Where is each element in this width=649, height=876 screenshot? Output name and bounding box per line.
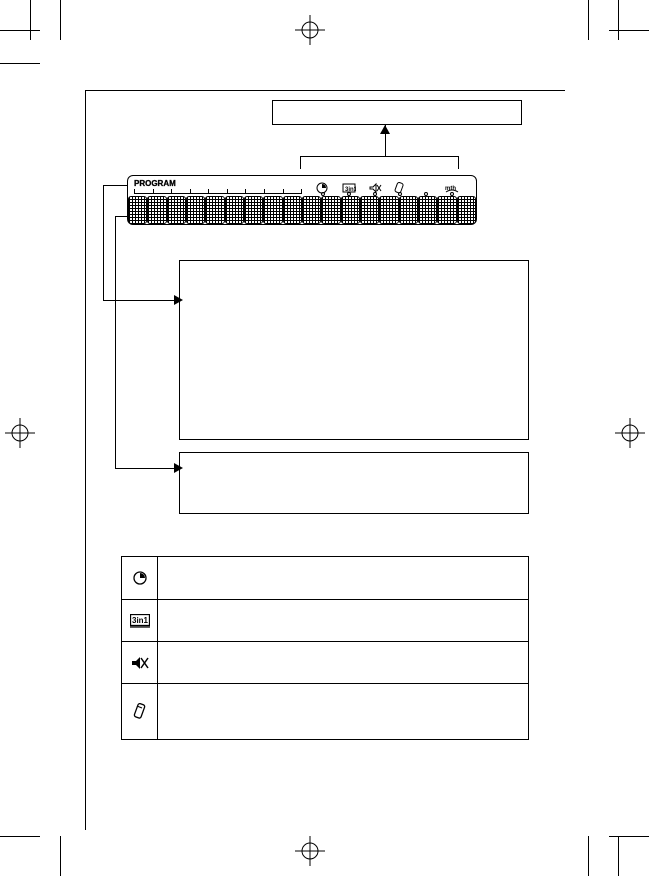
description-box-2 <box>179 452 529 514</box>
cell-desc <box>158 600 528 641</box>
registration-mark <box>615 418 645 448</box>
svg-text:3in1: 3in1 <box>132 616 149 625</box>
table-row <box>122 683 528 739</box>
crop-mark <box>30 0 31 40</box>
crop-mark <box>618 0 619 40</box>
arrow-head-up <box>380 125 390 134</box>
cell-icon <box>122 684 158 739</box>
arrow1-h1 <box>103 185 127 186</box>
crop-mark <box>60 836 61 876</box>
options-label-box <box>272 100 522 125</box>
cell-desc <box>158 557 528 599</box>
registration-mark <box>295 836 325 866</box>
arrow2-h2 <box>115 468 174 469</box>
cell-desc <box>158 642 528 683</box>
crop-mark <box>0 63 40 64</box>
bracket-drop <box>300 156 301 169</box>
table-row <box>122 557 528 599</box>
crop-mark <box>588 836 589 876</box>
crop-mark <box>0 836 40 837</box>
tick-baseline <box>134 193 302 194</box>
mute-icon <box>131 655 149 671</box>
bracket-drop <box>458 156 459 169</box>
description-box-1 <box>179 260 529 440</box>
crop-mark <box>0 30 40 31</box>
cell-icon: 3in1 <box>122 600 158 641</box>
crop-mark <box>618 836 619 876</box>
registration-mark <box>295 15 325 45</box>
registration-mark <box>5 418 35 448</box>
crop-mark <box>609 836 649 837</box>
display-segments <box>128 196 476 224</box>
crop-mark <box>609 30 649 31</box>
program-label: PROGRAM <box>134 179 176 188</box>
arrow2-h1 <box>115 216 127 217</box>
display-panel: PROGRAM 3in1 mth <box>127 175 477 225</box>
icon-table: 3in1 <box>121 556 529 740</box>
rinse-icon <box>132 703 148 721</box>
arrow2-v <box>115 216 116 468</box>
cell-desc <box>158 684 528 739</box>
table-row <box>122 641 528 683</box>
cell-icon <box>122 557 158 599</box>
clock-icon <box>132 570 148 586</box>
cell-icon <box>122 642 158 683</box>
arrow1-h2 <box>103 300 174 301</box>
table-row: 3in1 <box>122 599 528 641</box>
bracket-line <box>300 156 458 157</box>
3in1-icon: 3in1 <box>130 614 150 628</box>
crop-mark <box>60 0 61 40</box>
arrow1-v <box>103 185 104 300</box>
crop-mark <box>588 0 589 40</box>
